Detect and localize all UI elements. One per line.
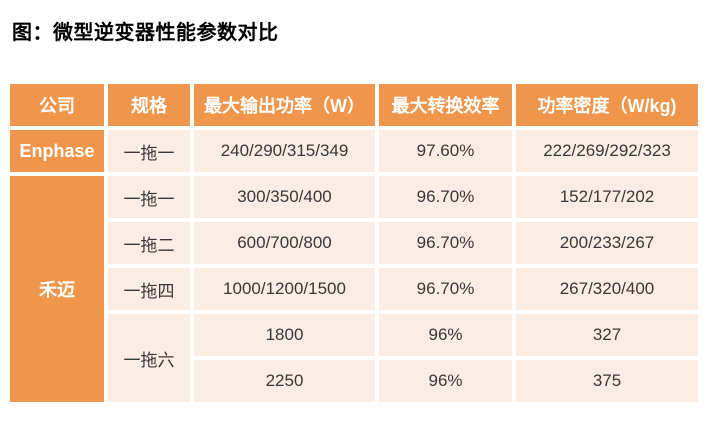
cell-company-hoymiles: 禾迈 xyxy=(10,176,104,402)
cell-max-output-power: 300/350/400 xyxy=(194,176,375,218)
cell-power-density: 222/269/292/323 xyxy=(516,130,698,172)
cell-power-density: 267/320/400 xyxy=(516,268,698,310)
cell-max-efficiency: 96% xyxy=(379,360,512,402)
cell-max-efficiency: 96.70% xyxy=(379,268,512,310)
cell-max-efficiency: 96% xyxy=(379,314,512,356)
cell-max-output-power: 1000/1200/1500 xyxy=(194,268,375,310)
cell-spec: 一拖一 xyxy=(108,130,190,172)
table-row-hoymiles-1in4: 一拖四 1000/1200/1500 96.70% 267/320/400 xyxy=(10,268,698,310)
col-header-company: 公司 xyxy=(10,84,104,126)
col-header-spec: 规格 xyxy=(108,84,190,126)
col-header-power-density: 功率密度（W/kg) xyxy=(516,84,698,126)
cell-spec: 一拖二 xyxy=(108,222,190,264)
cell-max-efficiency: 97.60% xyxy=(379,130,512,172)
figure-title: 图：微型逆变器性能参数对比 xyxy=(12,22,279,44)
table-row-hoymiles-1in6-b: 2250 96% 375 xyxy=(10,360,698,402)
cell-max-output-power: 240/290/315/349 xyxy=(194,130,375,172)
cell-max-efficiency: 96.70% xyxy=(379,176,512,218)
cell-spec-1in6: 一拖六 xyxy=(108,314,190,402)
cell-spec: 一拖一 xyxy=(108,176,190,218)
cell-max-output-power: 2250 xyxy=(194,360,375,402)
table-row-hoymiles-1in6-a: 一拖六 1800 96% 327 xyxy=(10,314,698,402)
cell-power-density: 200/233/267 xyxy=(516,222,698,264)
cell-max-output-power: 600/700/800 xyxy=(194,222,375,264)
col-header-max-efficiency: 最大转换效率 xyxy=(379,84,512,126)
comparison-table: 公司 规格 最大输出功率（W） 最大转换效率 功率密度（W/kg) Enphas… xyxy=(6,80,702,406)
cell-max-output-power: 1800 xyxy=(194,314,375,356)
cell-spec: 一拖四 xyxy=(108,268,190,310)
cell-max-efficiency: 96.70% xyxy=(379,222,512,264)
cell-power-density: 375 xyxy=(516,360,698,402)
cell-company-enphase: Enphase xyxy=(10,130,104,172)
cell-power-density: 152/177/202 xyxy=(516,176,698,218)
header-row: 公司 规格 最大输出功率（W） 最大转换效率 功率密度（W/kg) xyxy=(10,84,698,126)
table-row-hoymiles-1in1: 禾迈 一拖一 300/350/400 96.70% 152/177/202 xyxy=(10,176,698,402)
table-row-hoymiles-1in2: 一拖二 600/700/800 96.70% 200/233/267 xyxy=(10,222,698,264)
cell-power-density: 327 xyxy=(516,314,698,356)
col-header-max-output-power: 最大输出功率（W） xyxy=(194,84,375,126)
table-row-enphase: Enphase 一拖一 240/290/315/349 97.60% 222/2… xyxy=(10,130,698,172)
